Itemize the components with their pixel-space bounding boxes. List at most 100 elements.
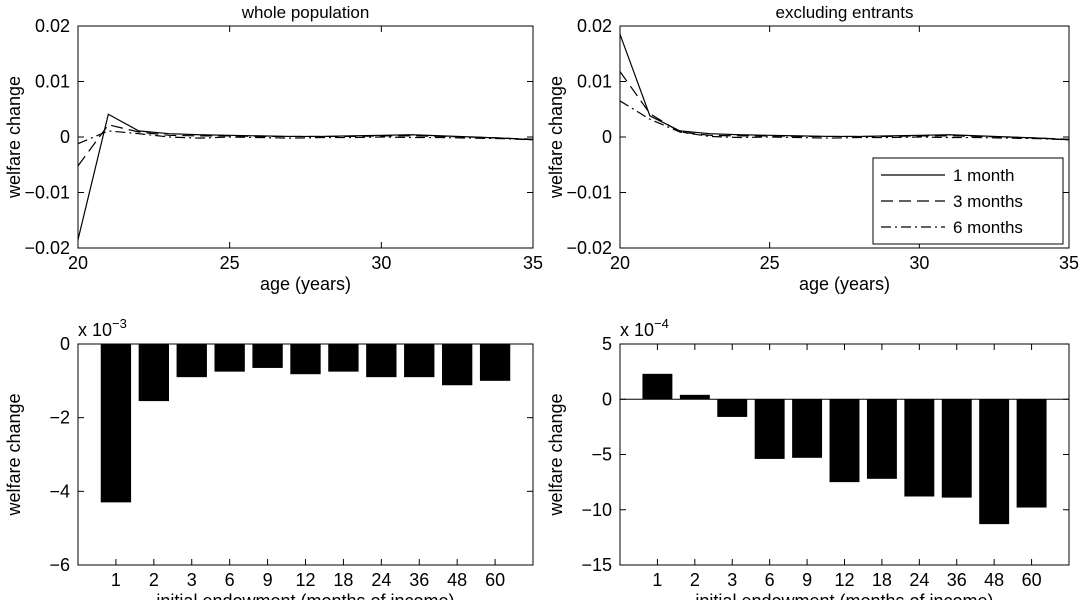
panel-1: 20 25 30 35 −0.02 −0.01 0 0.01 0.02 whole populat… xyxy=(4,3,543,294)
chart-title: excluding entrants xyxy=(776,3,914,22)
series-line-6-months xyxy=(619,100,1070,141)
axis-scale-exponent: −3 xyxy=(112,316,127,331)
bar-60 xyxy=(1016,399,1047,508)
x-tick-label: 2 xyxy=(690,570,700,590)
bar-48 xyxy=(979,399,1010,525)
bar-6 xyxy=(754,399,785,459)
x-axis-label: age (years) xyxy=(260,274,351,294)
bar-12 xyxy=(829,399,860,483)
series-line-2 xyxy=(77,124,534,167)
x-tick-label: 25 xyxy=(220,253,240,273)
x-tick-label: 30 xyxy=(371,253,391,273)
y-tick-label: 0 xyxy=(60,334,70,354)
series-line-1 xyxy=(77,113,534,240)
x-tick-label: 60 xyxy=(485,570,505,590)
x-tick-label: 12 xyxy=(834,570,854,590)
x-tick-label: 35 xyxy=(523,253,543,273)
x-axis-label: initial endowment (months of income) xyxy=(156,591,454,600)
axes-frame xyxy=(77,343,534,566)
y-tick-label: 0.01 xyxy=(577,72,612,92)
y-tick-label: −0.01 xyxy=(24,183,70,203)
y-axis-label: welfare change xyxy=(546,76,566,199)
x-tick-label: 6 xyxy=(225,570,235,590)
x-tick-label: 3 xyxy=(727,570,737,590)
x-tick-label: 24 xyxy=(909,570,929,590)
y-tick-label: −4 xyxy=(49,481,70,501)
bar-9 xyxy=(792,399,823,458)
bar-48 xyxy=(442,344,473,386)
x-tick-label: 18 xyxy=(333,570,353,590)
x-tick-label: 20 xyxy=(610,253,630,273)
x-tick-label: 6 xyxy=(765,570,775,590)
x-tick-label: 48 xyxy=(984,570,1004,590)
bar-60 xyxy=(479,344,511,381)
axes-frame xyxy=(619,25,1070,249)
x-axis-label: initial endowment (months of income) xyxy=(695,591,993,600)
x-tick-label: 35 xyxy=(1059,253,1079,273)
bar-24 xyxy=(904,399,935,497)
y-tick-label: −5 xyxy=(591,445,612,465)
x-tick-label: 18 xyxy=(872,570,892,590)
x-tick-label: 20 xyxy=(68,253,88,273)
y-tick-label: 0 xyxy=(602,389,612,409)
y-tick-label: −10 xyxy=(581,500,612,520)
axis-scale-label: x 10−4 xyxy=(620,316,669,340)
bar-2 xyxy=(138,344,169,402)
legend-label: 6 months xyxy=(953,218,1023,237)
x-tick-label: 25 xyxy=(760,253,780,273)
y-tick-label: 0.02 xyxy=(577,16,612,36)
axis-scale-base: x 10 xyxy=(620,320,654,340)
chart-title: whole population xyxy=(241,3,370,22)
y-tick-label: 0 xyxy=(602,127,612,147)
axis-scale-label: x 10−3 xyxy=(78,316,127,340)
axis-scale-base: x 10 xyxy=(78,320,112,340)
x-tick-label: 30 xyxy=(909,253,929,273)
x-tick-label: 12 xyxy=(295,570,315,590)
y-tick-label: −0.01 xyxy=(566,183,612,203)
y-tick-label: −2 xyxy=(49,408,70,428)
series-line-1-month xyxy=(619,34,1070,141)
x-tick-label: 36 xyxy=(947,570,967,590)
x-tick-label: 48 xyxy=(447,570,467,590)
bar-9 xyxy=(252,344,283,368)
y-tick-label: −15 xyxy=(581,555,612,575)
bar-1 xyxy=(100,344,132,503)
bar-36 xyxy=(941,399,972,498)
series-line-3 xyxy=(77,130,534,145)
y-tick-label: 0 xyxy=(60,127,70,147)
x-tick-label: 9 xyxy=(802,570,812,590)
y-tick-label: −0.02 xyxy=(566,238,612,258)
x-tick-label: 36 xyxy=(409,570,429,590)
y-tick-label: −6 xyxy=(49,555,70,575)
x-tick-label: 2 xyxy=(149,570,159,590)
y-tick-label: 0.01 xyxy=(35,72,70,92)
x-tick-label: 24 xyxy=(371,570,391,590)
axis-scale-exponent: −4 xyxy=(654,316,669,331)
bar-3 xyxy=(717,399,748,417)
legend-label: 1 month xyxy=(953,166,1014,185)
axes-frame xyxy=(619,343,1070,566)
y-tick-label: 0.02 xyxy=(35,16,70,36)
bar-18 xyxy=(866,399,897,479)
y-axis-label: welfare change xyxy=(4,76,24,199)
y-tick-label: −0.02 xyxy=(24,238,70,258)
y-axis-label: welfare change xyxy=(4,393,24,516)
x-tick-label: 60 xyxy=(1022,570,1042,590)
x-tick-label: 3 xyxy=(187,570,197,590)
series-line-3-months xyxy=(619,71,1070,140)
bar-1 xyxy=(642,373,673,400)
legend: 1 month 3 months 6 months xyxy=(872,157,1064,245)
bar-2 xyxy=(679,394,710,400)
y-axis-label: welfare change xyxy=(546,393,566,516)
legend-label: 3 months xyxy=(953,192,1023,211)
x-tick-label: 1 xyxy=(652,570,662,590)
x-tick-label: 9 xyxy=(263,570,273,590)
x-axis-label: age (years) xyxy=(799,274,890,294)
axes-frame xyxy=(77,25,534,249)
x-tick-label: 1 xyxy=(111,570,121,590)
y-tick-label: 5 xyxy=(602,334,612,354)
panel-2: 20 25 30 35 −0.02 −0.01 0 0.01 0.02 excluding ent… xyxy=(546,3,1079,294)
